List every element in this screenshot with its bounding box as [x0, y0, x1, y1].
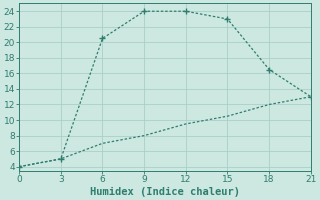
X-axis label: Humidex (Indice chaleur): Humidex (Indice chaleur) [90, 186, 240, 197]
